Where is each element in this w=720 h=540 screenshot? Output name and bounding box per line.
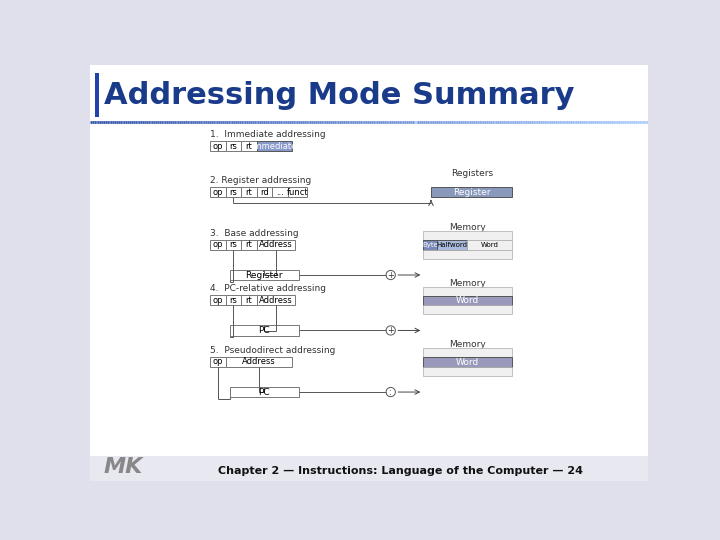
Text: Chapter 2 — Instructions: Language of the Computer — 24: Chapter 2 — Instructions: Language of th…: [217, 465, 582, 476]
FancyBboxPatch shape: [272, 187, 287, 197]
FancyBboxPatch shape: [256, 295, 295, 305]
Text: Registers: Registers: [451, 170, 492, 178]
FancyBboxPatch shape: [241, 187, 256, 197]
FancyBboxPatch shape: [423, 249, 513, 259]
FancyBboxPatch shape: [225, 240, 241, 249]
Text: op: op: [212, 357, 223, 366]
FancyBboxPatch shape: [423, 231, 513, 240]
Text: ...: ...: [276, 188, 284, 197]
FancyBboxPatch shape: [210, 240, 225, 249]
FancyBboxPatch shape: [210, 356, 225, 367]
FancyBboxPatch shape: [230, 269, 300, 280]
FancyBboxPatch shape: [423, 296, 513, 305]
FancyBboxPatch shape: [90, 65, 648, 481]
FancyBboxPatch shape: [210, 295, 225, 305]
Text: rt: rt: [246, 295, 252, 305]
FancyBboxPatch shape: [431, 187, 513, 197]
Text: Address: Address: [259, 295, 293, 305]
Text: Addressing Mode Summary: Addressing Mode Summary: [104, 81, 575, 110]
Text: Register: Register: [453, 188, 490, 197]
Text: op: op: [212, 141, 223, 151]
FancyBboxPatch shape: [467, 240, 513, 249]
Text: Register: Register: [246, 271, 283, 280]
Text: Byte: Byte: [423, 242, 438, 248]
Text: 2. Register addressing: 2. Register addressing: [210, 177, 311, 185]
FancyBboxPatch shape: [225, 295, 241, 305]
FancyBboxPatch shape: [256, 240, 295, 249]
FancyBboxPatch shape: [241, 295, 256, 305]
FancyBboxPatch shape: [423, 367, 513, 376]
FancyBboxPatch shape: [210, 141, 225, 151]
Text: :: :: [390, 388, 392, 396]
Text: Immediate: Immediate: [251, 141, 297, 151]
FancyBboxPatch shape: [241, 240, 256, 249]
Text: 4.  PC-relative addressing: 4. PC-relative addressing: [210, 284, 326, 293]
FancyBboxPatch shape: [225, 356, 292, 367]
FancyBboxPatch shape: [96, 72, 99, 117]
FancyBboxPatch shape: [423, 240, 437, 249]
Text: rt: rt: [246, 188, 252, 197]
Text: Address: Address: [259, 240, 293, 249]
FancyBboxPatch shape: [256, 187, 272, 197]
FancyBboxPatch shape: [256, 141, 292, 151]
FancyBboxPatch shape: [437, 240, 467, 249]
Text: Word: Word: [480, 242, 498, 248]
Text: rs: rs: [230, 295, 238, 305]
Text: rs: rs: [230, 141, 238, 151]
Text: Memory: Memory: [449, 279, 486, 288]
Text: Memory: Memory: [449, 224, 486, 232]
FancyBboxPatch shape: [423, 287, 513, 296]
Text: Word: Word: [456, 357, 480, 367]
Text: Word: Word: [456, 296, 480, 305]
FancyBboxPatch shape: [230, 325, 300, 336]
Text: PC: PC: [258, 388, 270, 396]
FancyBboxPatch shape: [423, 348, 513, 357]
Text: rs: rs: [230, 188, 238, 197]
Text: rd: rd: [260, 188, 269, 197]
Text: PC: PC: [258, 326, 270, 335]
FancyBboxPatch shape: [423, 357, 513, 367]
FancyBboxPatch shape: [230, 387, 300, 397]
Text: 1.  Immediate addressing: 1. Immediate addressing: [210, 130, 325, 139]
Text: 3.  Base addressing: 3. Base addressing: [210, 229, 299, 238]
FancyBboxPatch shape: [210, 187, 225, 197]
Text: Halfword: Halfword: [436, 242, 467, 248]
FancyBboxPatch shape: [287, 187, 307, 197]
FancyBboxPatch shape: [423, 305, 513, 314]
Text: op: op: [212, 188, 223, 197]
FancyBboxPatch shape: [90, 456, 648, 481]
Text: rs: rs: [230, 240, 238, 249]
Text: MK: MK: [104, 457, 143, 477]
Text: 5.  Pseudodirect addressing: 5. Pseudodirect addressing: [210, 346, 336, 355]
Text: Address: Address: [242, 357, 276, 366]
Text: op: op: [212, 240, 223, 249]
Text: op: op: [212, 295, 223, 305]
FancyBboxPatch shape: [225, 187, 241, 197]
Text: +: +: [387, 271, 394, 280]
Text: funct: funct: [287, 188, 308, 197]
FancyBboxPatch shape: [241, 141, 256, 151]
Text: +: +: [387, 326, 394, 335]
Text: Memory: Memory: [449, 340, 486, 349]
Text: rt: rt: [246, 240, 252, 249]
Text: rt: rt: [246, 141, 252, 151]
FancyBboxPatch shape: [225, 141, 241, 151]
